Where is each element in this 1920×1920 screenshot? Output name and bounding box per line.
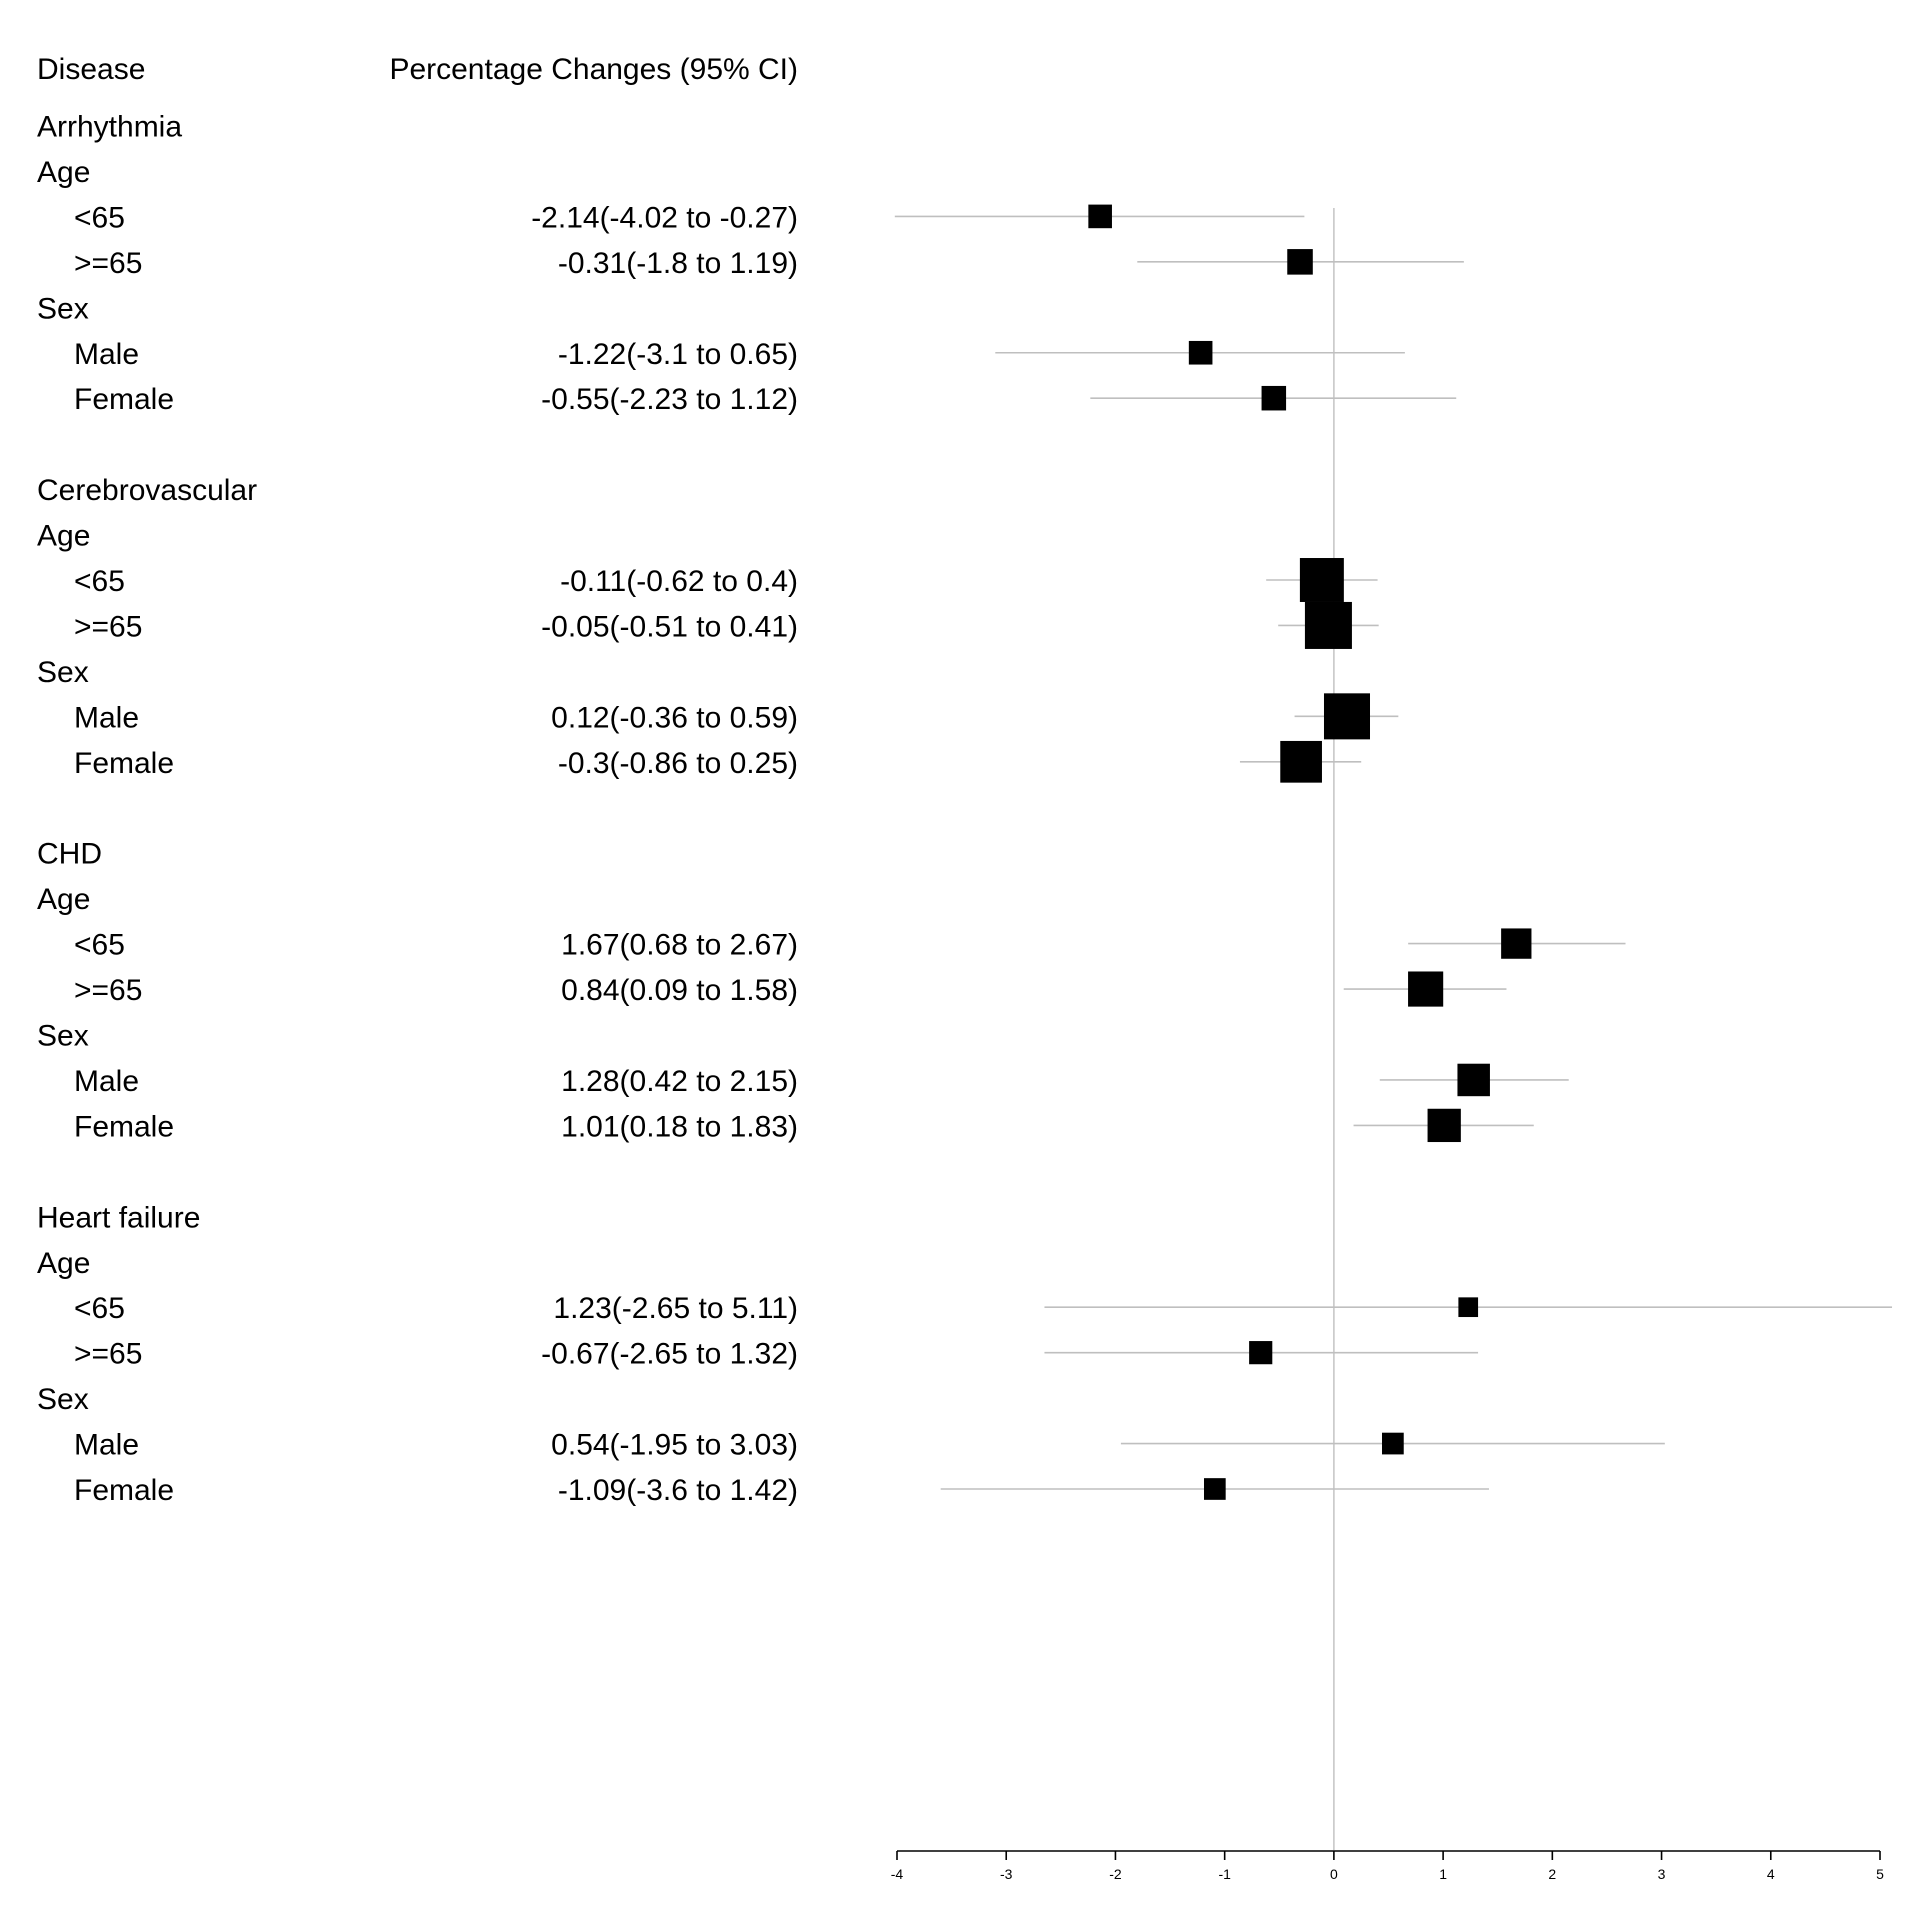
subgroup-header: Age <box>37 520 90 553</box>
point-estimate-marker <box>1287 249 1313 275</box>
row-label: Male <box>74 1065 139 1098</box>
point-estimate-marker <box>1249 1341 1273 1365</box>
point-estimate-marker <box>1458 1297 1479 1318</box>
group-header: Cerebrovascular <box>37 474 257 507</box>
subgroup-header: Age <box>37 883 90 916</box>
estimate-ci-label: 0.12(-0.36 to 0.59) <box>551 701 798 734</box>
x-tick-label: 1 <box>1439 1866 1447 1882</box>
subgroup-header: Age <box>37 1247 90 1280</box>
x-tick-label: -3 <box>1000 1866 1013 1882</box>
point-estimate-marker <box>1299 558 1344 602</box>
point-estimates <box>1088 204 1532 1500</box>
estimate-ci-label: -0.31(-1.8 to 1.19) <box>558 247 798 280</box>
row-label: Male <box>74 701 139 734</box>
estimate-ci-label: 1.23(-2.65 to 5.11) <box>553 1292 798 1325</box>
point-estimate-marker <box>1280 740 1322 783</box>
point-estimate-marker <box>1457 1063 1490 1097</box>
row-label: >=65 <box>74 974 142 1007</box>
estimate-ci-label: 1.01(0.18 to 1.83) <box>561 1110 798 1143</box>
estimate-ci-label: 1.67(0.68 to 2.67) <box>561 929 798 962</box>
estimate-ci-label: -0.67(-2.65 to 1.32) <box>541 1338 798 1371</box>
row-label: <65 <box>74 929 125 962</box>
estimate-ci-label: -0.55(-2.23 to 1.12) <box>541 383 798 416</box>
x-axis: -4 -3 -2 -1 0 1 2 3 4 5 <box>891 1850 1884 1882</box>
subgroup-header: Age <box>37 156 90 189</box>
point-estimate-marker <box>1382 1432 1404 1455</box>
row-label: <65 <box>74 1292 125 1325</box>
row-label: Female <box>74 1474 174 1507</box>
row-label: <65 <box>74 565 125 598</box>
group-header: Arrhythmia <box>37 111 182 144</box>
subgroup-header: Sex <box>37 1020 89 1053</box>
point-estimate-marker <box>1501 928 1532 959</box>
x-tick-label: 3 <box>1658 1866 1666 1882</box>
point-estimate-marker <box>1323 693 1371 740</box>
estimate-ci-label: 0.54(-1.95 to 3.03) <box>551 1429 798 1462</box>
estimate-ci-label: -1.09(-3.6 to 1.42) <box>558 1474 798 1507</box>
row-label: Male <box>74 338 139 371</box>
estimate-ci-label: 1.28(0.42 to 2.15) <box>561 1065 798 1098</box>
row-label: >=65 <box>74 247 142 280</box>
point-estimate-marker <box>1427 1108 1461 1143</box>
estimate-ci-label: 0.84(0.09 to 1.58) <box>561 974 798 1007</box>
group-header: Heart failure <box>37 1201 200 1234</box>
x-tick-label: 5 <box>1876 1866 1884 1882</box>
x-tick-label: 0 <box>1330 1866 1338 1882</box>
row-label: <65 <box>74 201 125 234</box>
x-tick-label: 4 <box>1767 1866 1775 1882</box>
x-tick-label: -2 <box>1109 1866 1122 1882</box>
estimate-ci-label: -0.11(-0.62 to 0.4) <box>560 565 798 598</box>
group-header: CHD <box>37 838 102 871</box>
point-estimate-marker <box>1088 204 1112 229</box>
subgroup-header: Sex <box>37 1383 89 1416</box>
point-estimate-marker <box>1203 1478 1226 1500</box>
x-tick-label: 2 <box>1548 1866 1556 1882</box>
row-label: Female <box>74 1110 174 1143</box>
estimate-ci-label: -0.3(-0.86 to 0.25) <box>558 747 798 780</box>
row-label: Male <box>74 1429 139 1462</box>
column-header-percentage-changes: Percentage Changes (95% CI) <box>389 53 798 86</box>
row-label: >=65 <box>74 1338 142 1371</box>
row-labels: Arrhythmia Age <65 -2.14(-4.02 to -0.27) >=6… <box>37 111 798 1508</box>
row-label: >=65 <box>74 610 142 643</box>
estimate-ci-label: -0.05(-0.51 to 0.41) <box>541 610 798 643</box>
x-tick-label: -1 <box>1218 1866 1231 1882</box>
x-tick-label: -4 <box>891 1866 904 1882</box>
point-estimate-marker <box>1304 601 1352 649</box>
row-label: Female <box>74 747 174 780</box>
estimate-ci-label: -2.14(-4.02 to -0.27) <box>531 201 798 234</box>
column-header-disease: Disease <box>37 53 145 86</box>
subgroup-header: Sex <box>37 292 89 325</box>
subgroup-header: Sex <box>37 656 89 689</box>
confidence-intervals <box>894 215 1893 1490</box>
point-estimate-marker <box>1408 971 1444 1007</box>
point-estimate-marker <box>1188 340 1213 365</box>
row-label: Female <box>74 383 174 416</box>
estimate-ci-label: -1.22(-3.1 to 0.65) <box>558 338 798 371</box>
point-estimate-marker <box>1261 385 1287 411</box>
